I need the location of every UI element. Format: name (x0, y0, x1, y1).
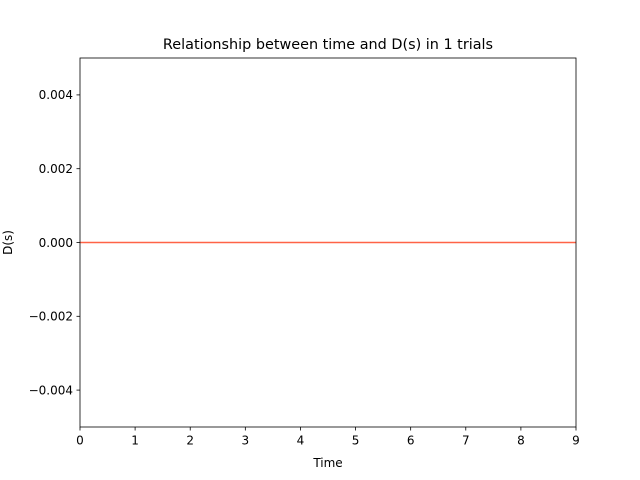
y-tick-label: −0.004 (29, 383, 73, 397)
y-tick-label: 0.004 (39, 88, 73, 102)
x-tick-label: 3 (242, 434, 250, 448)
y-tick-label: 0.000 (39, 236, 73, 250)
x-axis-ticks: 0 1 2 3 4 5 6 7 8 9 (76, 427, 580, 448)
y-tick-label: −0.002 (29, 310, 73, 324)
x-tick-label: 7 (462, 434, 470, 448)
x-tick-label: 5 (352, 434, 360, 448)
y-axis-ticks: −0.004 −0.002 0.000 0.002 0.004 (29, 88, 80, 397)
y-tick-label: 0.002 (39, 162, 73, 176)
x-tick-label: 8 (517, 434, 525, 448)
x-tick-label: 2 (186, 434, 194, 448)
x-tick-label: 0 (76, 434, 84, 448)
chart-title: Relationship between time and D(s) in 1 … (163, 37, 493, 53)
x-tick-label: 4 (297, 434, 305, 448)
y-axis-label: D(s) (1, 230, 15, 255)
x-tick-label: 6 (407, 434, 415, 448)
x-tick-label: 1 (131, 434, 139, 448)
x-tick-label: 9 (572, 434, 580, 448)
x-axis-label: Time (312, 456, 342, 470)
